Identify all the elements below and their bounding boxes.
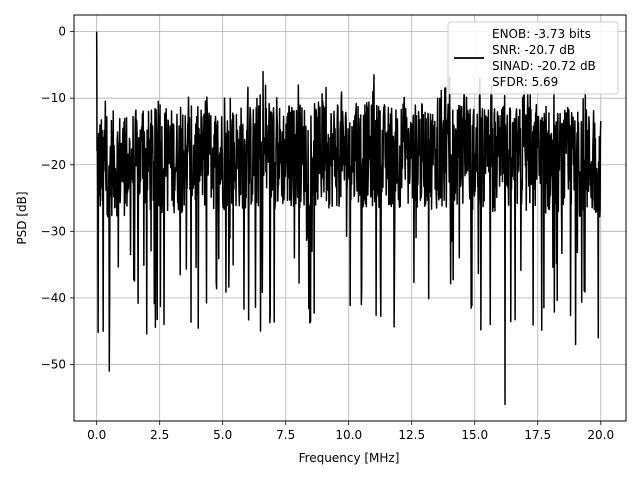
legend-entry-enob: ENOB: -3.73 bits — [492, 27, 591, 41]
legend: ENOB: -3.73 bits SNR: -20.7 dB SINAD: -2… — [447, 21, 619, 95]
x-tick-label: 10.0 — [335, 428, 362, 442]
legend-entry-sfdr: SFDR: 5.69 — [492, 75, 558, 89]
legend-entry-sinad: SINAD: -20.72 dB — [492, 59, 596, 73]
x-tick-label: 2.5 — [150, 428, 169, 442]
y-tick-label: −50 — [41, 357, 66, 371]
x-tick-label: 0.0 — [87, 428, 106, 442]
x-tick-label: 5.0 — [213, 428, 232, 442]
y-axis-label: PSD [dB] — [15, 191, 29, 244]
y-tick-label: −20 — [41, 158, 66, 172]
legend-entry-snr: SNR: -20.7 dB — [492, 43, 575, 57]
y-tick-label: −40 — [41, 291, 66, 305]
y-tick-label: −10 — [41, 91, 66, 105]
plot-frame — [73, 14, 627, 422]
x-tick-label: 12.5 — [398, 428, 425, 442]
axes: 0.0 2.5 5.0 7.5 10.0 12.5 15.0 17.5 20.0 0 −10 −20 −… — [41, 25, 614, 442]
x-axis-label: Frequency [MHz] — [299, 451, 400, 465]
legend-box — [447, 21, 619, 95]
x-tick-label: 17.5 — [524, 428, 551, 442]
y-tick-label: 0 — [58, 25, 66, 39]
series-layer — [95, 31, 602, 406]
x-tick-label: 20.0 — [587, 428, 614, 442]
psd-series-line — [95, 31, 602, 406]
x-tick-label: 7.5 — [276, 428, 295, 442]
y-tick-label: −30 — [41, 224, 66, 238]
x-tick-label: 15.0 — [461, 428, 488, 442]
